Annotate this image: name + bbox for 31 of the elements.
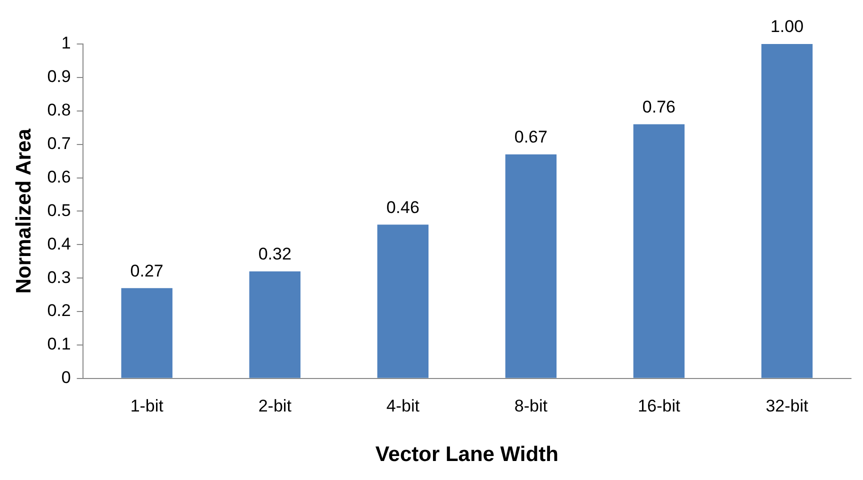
x-axis-title: Vector Lane Width [375,443,558,466]
bar [505,154,557,378]
x-tick-label: 8-bit [514,396,548,416]
x-tick-label: 1-bit [130,396,164,416]
bar [633,124,685,378]
y-tick-label: 0.9 [47,67,71,86]
y-tick-label: 0 [61,368,71,388]
x-tick-label: 4-bit [386,396,420,416]
y-tick-label: 0.8 [47,100,71,120]
y-tick-label: 0.3 [47,268,71,287]
y-tick-label: 0.5 [47,200,71,220]
bar [249,271,300,378]
bar [761,44,813,378]
y-tick-label: 0.2 [47,301,71,320]
data-label: 0.46 [386,198,420,217]
x-tick-label: 32-bit [766,396,809,416]
data-label: 1.00 [770,17,804,36]
y-tick-label: 0.4 [47,234,71,254]
data-label: 0.76 [642,97,676,116]
y-tick-label: 1 [61,34,71,53]
y-tick-label: 0.1 [47,334,71,354]
x-tick-label: 2-bit [258,396,292,416]
bar [377,224,429,378]
y-tick-label: 0.7 [47,134,71,154]
y-tick-label: 0.6 [47,167,71,186]
data-label: 0.27 [130,261,164,280]
y-axis-title: Normalized Area [12,128,36,294]
data-label: 0.32 [258,244,292,264]
bar [121,288,172,378]
data-label: 0.67 [514,128,548,147]
x-tick-label: 16-bit [638,396,680,416]
